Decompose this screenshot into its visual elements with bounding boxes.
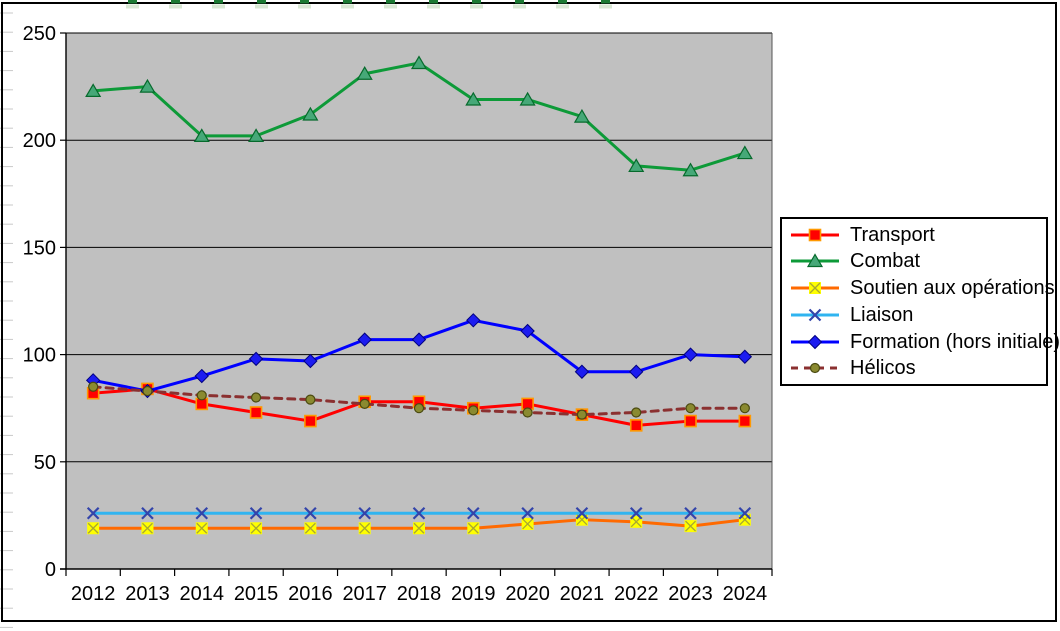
legend-sample-helicos-icon bbox=[791, 363, 839, 374]
y-tick-label: 200 bbox=[23, 130, 56, 152]
series-formation-hors-initiale bbox=[85, 313, 753, 399]
legend-entry-transport: Transport bbox=[789, 222, 1046, 248]
x-tick-label: 2019 bbox=[451, 583, 496, 605]
x-tick-label: 2021 bbox=[560, 583, 605, 605]
x-tick-label: 2024 bbox=[723, 583, 768, 605]
x-tick-label: 2016 bbox=[288, 583, 333, 605]
x-tick-label: 2023 bbox=[668, 583, 713, 605]
series-h-licos bbox=[88, 381, 750, 420]
clipped-top-decoration bbox=[126, 0, 612, 9]
legend-entry-liaison: Liaison bbox=[789, 302, 1046, 328]
y-tick-label: 100 bbox=[23, 345, 56, 367]
y-tick-label: 250 bbox=[23, 23, 56, 45]
legend-sample-soutien-icon bbox=[791, 282, 839, 295]
legend-sample-combat-icon bbox=[791, 253, 839, 268]
x-tick-label: 2015 bbox=[234, 583, 279, 605]
legend-label-transport: Transport bbox=[850, 223, 935, 246]
x-tick-label: 2018 bbox=[397, 583, 442, 605]
legend-entry-helicos: Hélicos bbox=[789, 355, 1046, 381]
x-tick-label: 2020 bbox=[505, 583, 550, 605]
legend-box: Transport Combat Soutien aux opérations … bbox=[780, 217, 1060, 386]
legend-entry-combat: Combat bbox=[789, 248, 1046, 274]
y-tick-label: 0 bbox=[45, 559, 56, 581]
x-tick-label: 2012 bbox=[71, 583, 116, 605]
chart-object-border bbox=[1, 2, 1057, 622]
legend-label-liaison: Liaison bbox=[850, 303, 914, 326]
y-axis: 0 50 100 150 200 250 bbox=[23, 23, 772, 581]
x-tick-label: 2017 bbox=[342, 583, 387, 605]
y-tick-label: 150 bbox=[23, 237, 56, 259]
series-combat bbox=[85, 55, 753, 177]
x-tick-label: 2022 bbox=[614, 583, 659, 605]
plot-area bbox=[66, 33, 772, 569]
x-axis: 2012 2013 2014 2015 2016 2017 2018 2019 2020 2021… bbox=[65, 569, 773, 605]
x-tick-label: 2013 bbox=[125, 583, 170, 605]
legend-label-combat: Combat bbox=[850, 250, 921, 273]
y-tick-label: 50 bbox=[34, 452, 56, 474]
legend-label-helicos: Hélicos bbox=[850, 357, 916, 380]
series-liaison bbox=[86, 506, 752, 520]
legend-label-formation: Formation (hors initiale) bbox=[850, 330, 1060, 353]
legend-sample-transport-icon bbox=[791, 228, 839, 242]
legend-sample-liaison-icon bbox=[791, 308, 839, 322]
x-tick-label: 2014 bbox=[180, 583, 225, 605]
legend-entry-soutien: Soutien aux opérations bbox=[789, 275, 1055, 301]
legend-entry-formation: Formation (hors initiale) bbox=[789, 329, 1060, 355]
legend-label-soutien: Soutien aux opérations bbox=[850, 277, 1055, 300]
legend-sample-formation-icon bbox=[791, 334, 839, 349]
